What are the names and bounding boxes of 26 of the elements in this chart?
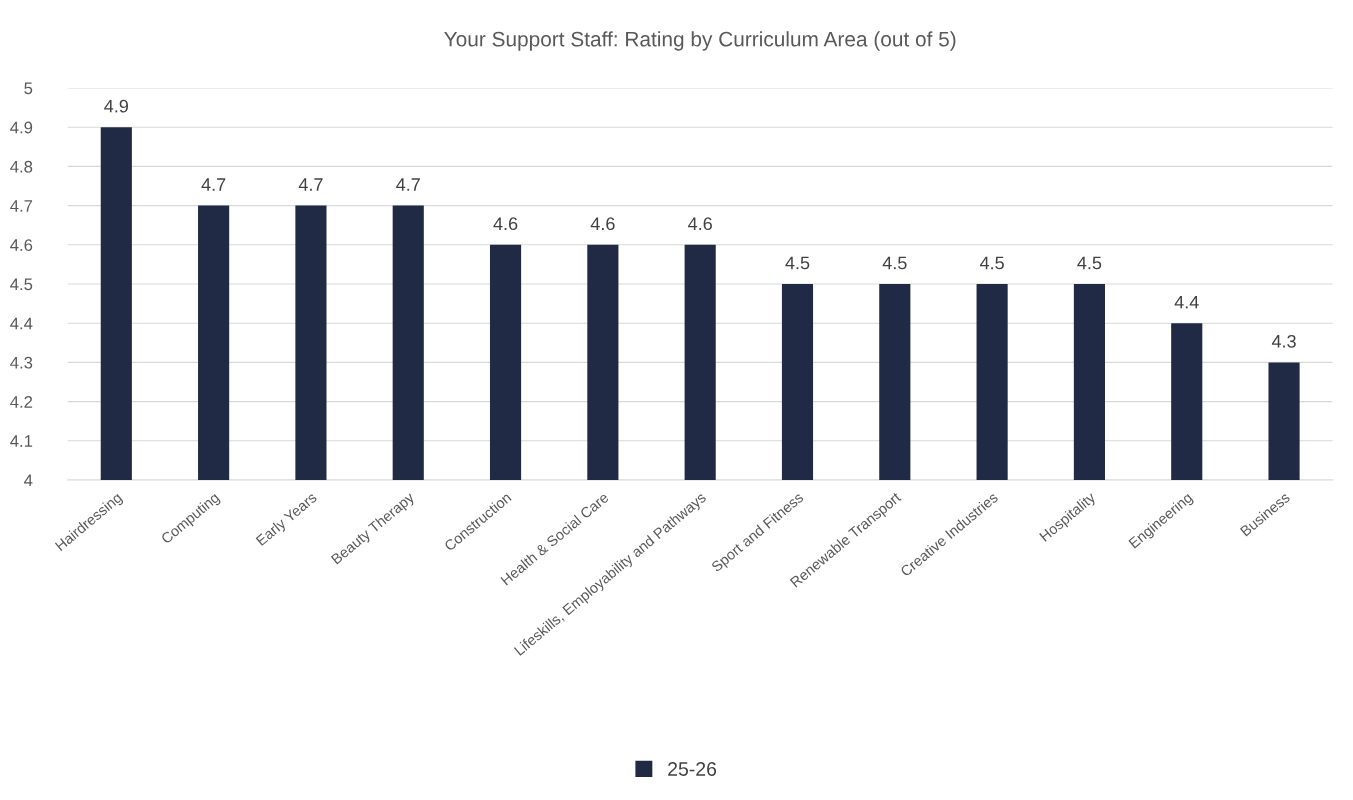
data-label: 4.6 — [688, 217, 712, 231]
y-tick-label: 4.9 — [10, 121, 33, 134]
data-label: 4.7 — [201, 178, 226, 191]
data-label: 4.9 — [104, 99, 128, 113]
data-label: 4.5 — [1077, 256, 1102, 270]
legend-label: 25-26 — [668, 762, 717, 776]
data-label: 4.7 — [298, 178, 323, 191]
y-tick-label: 4.2 — [10, 396, 33, 408]
y-tick-label: 4.3 — [10, 356, 33, 369]
y-tick-label: 4.7 — [10, 200, 33, 212]
y-tick-label: 4.5 — [10, 278, 33, 291]
y-tick-label: 4.1 — [10, 435, 33, 447]
y-tick-label: 4 — [24, 474, 33, 487]
data-label: 4.6 — [493, 217, 518, 231]
y-tick-label: 4.4 — [10, 317, 33, 330]
chart-title: Your Support Staff: Rating by Curriculum Area (out of 5) — [444, 31, 956, 51]
y-tick-label: 4.6 — [10, 239, 33, 251]
data-label: 4.6 — [590, 217, 615, 231]
data-label: 4.3 — [1271, 334, 1296, 348]
y-tick-label: 5 — [24, 82, 33, 95]
data-label: 4.5 — [785, 256, 810, 270]
data-label: 4.5 — [882, 256, 907, 270]
data-label: 4.7 — [396, 178, 420, 191]
y-tick-label: 4.8 — [10, 160, 33, 173]
data-label: 4.5 — [979, 256, 1004, 270]
data-label: 4.4 — [1174, 295, 1199, 309]
